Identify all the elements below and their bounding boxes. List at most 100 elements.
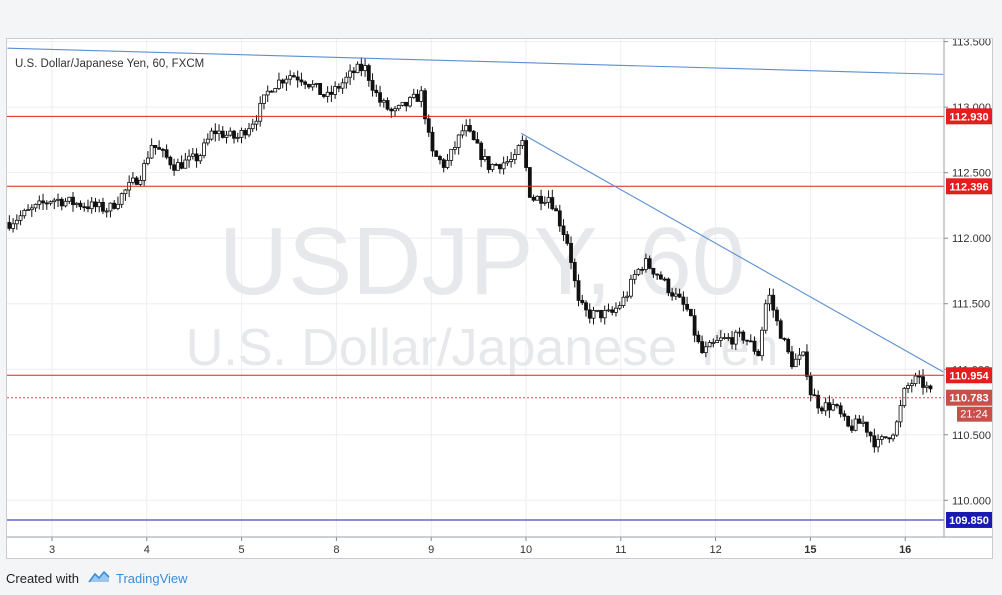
candle-down: [78, 202, 83, 208]
candle-down: [213, 130, 218, 135]
candle-up: [876, 439, 880, 448]
candle-up: [733, 331, 738, 345]
candle-up: [131, 177, 135, 183]
candle-up: [591, 310, 596, 319]
candle-down: [812, 394, 817, 397]
axes: 110.000110.500111.000111.500112.000112.5…: [7, 39, 992, 556]
candle-down: [872, 435, 877, 448]
candle-down: [44, 202, 49, 205]
candle-down: [662, 278, 667, 281]
candle-down: [857, 418, 862, 424]
candle-up: [310, 84, 315, 88]
candle-up: [673, 293, 678, 297]
x-tick-label: 11: [615, 544, 626, 556]
candle-down: [580, 299, 585, 304]
y-tick-label: 111.500: [952, 299, 990, 311]
candle-down: [883, 436, 888, 439]
candle-up: [831, 404, 836, 411]
candle-up: [217, 130, 221, 135]
candle-up: [202, 142, 206, 157]
candle-down: [748, 340, 753, 343]
candle-down: [243, 130, 248, 136]
candle-down: [295, 76, 300, 81]
candle-up: [823, 402, 828, 412]
candle-up: [464, 125, 469, 132]
y-tick-label: 110.000: [952, 495, 991, 507]
candle-down: [71, 196, 75, 205]
candle-down: [93, 201, 98, 208]
candles: [7, 57, 933, 453]
candle-up: [63, 200, 68, 207]
candle-up: [445, 159, 450, 168]
candle-down: [299, 79, 304, 83]
candle-up: [501, 162, 506, 170]
candle-up: [636, 268, 641, 275]
candle-up: [505, 161, 510, 164]
candle-up: [898, 405, 903, 423]
countdown-bg: [957, 406, 992, 422]
candle-up: [490, 164, 495, 170]
candle-down: [745, 339, 749, 342]
candle-down: [220, 130, 225, 138]
candle-down: [782, 337, 787, 340]
candle-down: [307, 83, 311, 88]
candle-up: [48, 201, 53, 204]
candle-up: [22, 210, 27, 217]
candle-up: [906, 385, 910, 389]
candle-down: [404, 101, 409, 107]
trendline: [7, 47, 944, 75]
level-label-bg: [946, 511, 992, 528]
candle-down: [389, 108, 394, 112]
level-label: 110.954: [949, 370, 989, 382]
candle-up: [277, 79, 281, 89]
candle-up: [288, 75, 293, 80]
tradingview-link[interactable]: TradingView: [115, 570, 188, 586]
candle-up: [718, 337, 723, 341]
candle-down: [7, 222, 12, 229]
x-tick-label: 12: [709, 544, 721, 556]
x-tick-label: 9: [428, 544, 434, 556]
candle-up: [408, 97, 412, 107]
current-price-label-bg: [946, 389, 992, 406]
candle-up: [453, 147, 457, 150]
candle-up: [258, 102, 263, 122]
candle-up: [894, 421, 899, 436]
candle-up: [363, 65, 367, 72]
candle-down: [194, 153, 199, 162]
candle-down: [41, 200, 45, 204]
candle-down: [730, 337, 734, 345]
candle-down: [778, 320, 783, 339]
candle-up: [29, 207, 34, 211]
candle-up: [355, 63, 360, 74]
candle-up: [209, 130, 214, 140]
candle-up: [314, 83, 319, 85]
chart-svg[interactable]: USDJPY, 60 U.S. Dollar/Japanese Yen 110.…: [7, 39, 992, 558]
candle-down: [160, 148, 165, 151]
candle-up: [235, 136, 240, 139]
candle-up: [909, 383, 914, 387]
candle-down: [441, 159, 446, 168]
candle-down: [846, 415, 851, 427]
candle-down: [359, 63, 364, 72]
candle-down: [756, 350, 761, 357]
footer: Created with TradingView: [6, 567, 188, 589]
candle-up: [902, 387, 907, 407]
candle-down: [584, 302, 588, 311]
candle-up: [617, 305, 622, 309]
candle-down: [168, 156, 173, 166]
candle-up: [56, 198, 60, 201]
watermark: USDJPY, 60 U.S. Dollar/Japanese Yen: [186, 208, 779, 377]
candle-up: [801, 351, 806, 356]
candle-up: [797, 354, 802, 360]
countdown-label: 21:24: [960, 409, 988, 421]
chart-frame: USDJPY, 60 U.S. Dollar/Japanese Yen 110.…: [6, 38, 993, 559]
candle-up: [400, 101, 405, 106]
candle-down: [426, 118, 431, 133]
candle-down: [303, 81, 308, 85]
candle-down: [887, 437, 892, 440]
candle-down: [917, 375, 922, 378]
level-label: 112.396: [949, 181, 988, 193]
candle-up: [247, 128, 251, 136]
candle-down: [688, 308, 693, 317]
candle-down: [681, 296, 686, 305]
